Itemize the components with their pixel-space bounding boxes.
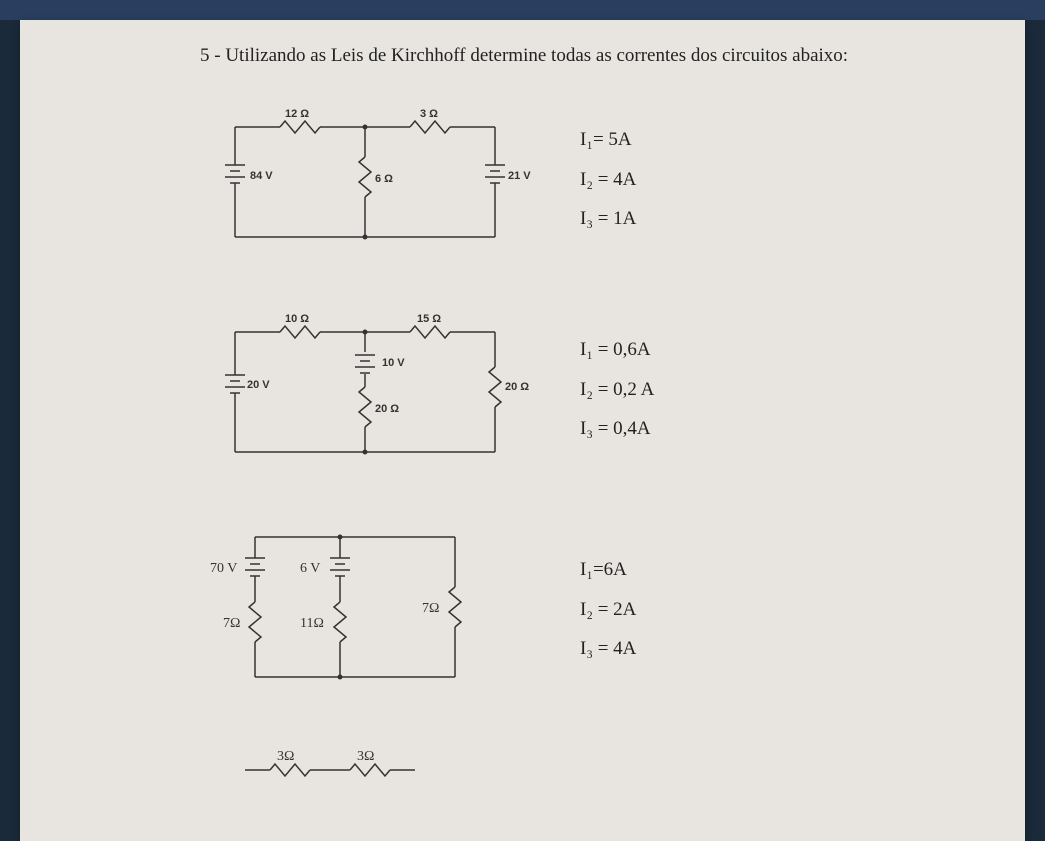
r-label: 3 Ω — [420, 108, 438, 120]
r-label: 6 Ω — [375, 173, 393, 185]
top-bar — [0, 0, 1045, 20]
r-label: 10 Ω — [285, 313, 309, 325]
v-label: 70 V — [210, 561, 237, 576]
answer: I₂ = 0,2 A — [580, 370, 654, 410]
v-label: 20 V — [247, 379, 270, 391]
answer: I₃ = 4A — [580, 629, 636, 669]
r-label: 15 Ω — [417, 313, 441, 325]
answers-1: I₁= 5A I₂ = 4A I₃ = 1A — [580, 120, 636, 240]
v-label: 21 V — [508, 170, 531, 182]
question-text: 5 - Utilizando as Leis de Kirchhoff dete… — [200, 45, 1010, 67]
v-label: 6 V — [300, 561, 320, 576]
answer: I₁=6A — [580, 550, 636, 590]
answer: I₂ = 4A — [580, 160, 636, 200]
v-label: 10 V — [382, 357, 405, 369]
r-label: 3Ω — [277, 749, 294, 764]
circuit-row-2: 10 Ω 15 Ω 10 V 20 Ω 20 Ω — [225, 312, 1010, 467]
answer: I₁= 5A — [580, 120, 636, 160]
r-label: 7Ω — [422, 601, 439, 616]
circuit-row-1: 12 Ω 3 Ω 6 Ω 84 V — [225, 107, 1010, 252]
v-label: 84 V — [250, 170, 273, 182]
r-label: 20 Ω — [505, 381, 529, 393]
answers-3: I₁=6A I₂ = 2A I₃ = 4A — [580, 550, 636, 670]
document-page: 5 - Utilizando as Leis de Kirchhoff dete… — [20, 20, 1025, 841]
answers-2: I₁ = 0,6A I₂ = 0,2 A I₃ = 0,4A — [580, 330, 654, 450]
r-label: 12 Ω — [285, 108, 309, 120]
circuit-row-3: 70 V 6 V 7Ω 11Ω 7Ω — [225, 527, 1010, 692]
answer: I₂ = 2A — [580, 590, 636, 630]
answer: I₃ = 1A — [580, 199, 636, 239]
circuit-diagram-1: 12 Ω 3 Ω 6 Ω 84 V — [225, 107, 525, 252]
circuit-diagram-2: 10 Ω 15 Ω 10 V 20 Ω 20 Ω — [225, 312, 525, 467]
r-label: 3Ω — [357, 749, 374, 764]
r-label: 11Ω — [300, 616, 324, 631]
circuit-partial-4: 3Ω 3Ω — [235, 752, 1010, 782]
answer: I₃ = 0,4A — [580, 409, 654, 449]
circuit-diagram-3: 70 V 6 V 7Ω 11Ω 7Ω — [225, 527, 525, 692]
answer: I₁ = 0,6A — [580, 330, 654, 370]
r-label: 7Ω — [223, 616, 240, 631]
r-label: 20 Ω — [375, 403, 399, 415]
